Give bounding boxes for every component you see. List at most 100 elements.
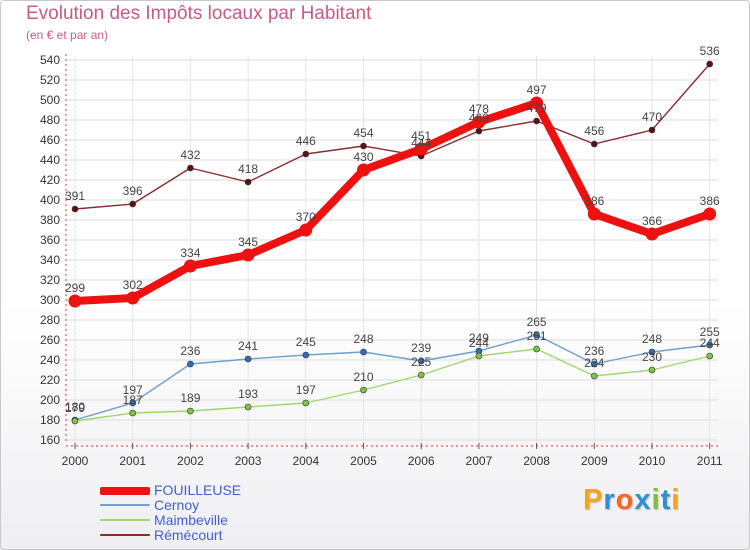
point-fouilleuse xyxy=(357,163,370,177)
y-tick-label: 540 xyxy=(40,53,60,67)
data-label-rmecourt: 454 xyxy=(353,126,373,140)
data-label-fouilleuse: 302 xyxy=(123,278,143,292)
point-rmecourt xyxy=(475,127,483,135)
legend-swatch-maimbeville xyxy=(100,519,150,521)
data-label-rmecourt: 456 xyxy=(584,124,604,138)
point-maimbeville xyxy=(590,372,598,380)
data-label-cernoy: 197 xyxy=(123,383,143,397)
series-line-rmecourt xyxy=(74,63,711,210)
data-label-rmecourt: 418 xyxy=(238,162,258,176)
proxiti-logo: Proxiti xyxy=(583,484,681,516)
y-tick-label: 380 xyxy=(40,213,60,227)
point-cernoy xyxy=(417,357,425,365)
point-rmecourt xyxy=(244,178,252,186)
legend-item-remecourt: Rémécourt xyxy=(100,527,360,543)
data-label-maimbeville: 187 xyxy=(123,393,143,407)
legend-item-maimbeville: Maimbeville xyxy=(100,512,360,528)
data-label-fouilleuse: 386 xyxy=(584,194,604,208)
data-label-maimbeville: 224 xyxy=(584,356,604,370)
y-tick-label: 360 xyxy=(40,233,60,247)
point-fouilleuse xyxy=(126,291,140,305)
point-rmecourt xyxy=(360,142,367,150)
data-label-rmecourt: 536 xyxy=(700,44,720,58)
y-tick-label: 280 xyxy=(40,313,60,327)
point-cernoy xyxy=(302,351,310,359)
data-label-cernoy: 239 xyxy=(411,341,431,355)
y-tick-label: 480 xyxy=(40,113,60,127)
x-tick-label: 2011 xyxy=(697,454,723,468)
data-label-cernoy: 241 xyxy=(238,339,258,353)
data-label-maimbeville: 244 xyxy=(700,336,720,350)
data-label-rmecourt: 396 xyxy=(123,184,143,198)
x-tick-label: 2006 xyxy=(408,454,435,468)
legend-item-cernoy: Cernoy xyxy=(100,497,360,513)
data-label-rmecourt: 444 xyxy=(411,136,431,150)
y-tick-label: 320 xyxy=(40,273,60,287)
point-maimbeville xyxy=(244,403,252,411)
legend-label-remecourt: Rémécourt xyxy=(154,527,223,543)
y-axis: 160 180 200 220 240 260 280 300 320 340 360 380 400 4… xyxy=(40,53,67,447)
point-maimbeville xyxy=(187,407,194,415)
data-label-maimbeville: 225 xyxy=(411,355,431,369)
y-tick-label: 220 xyxy=(40,373,60,387)
data-label-maimbeville: 197 xyxy=(296,383,316,397)
point-rmecourt xyxy=(533,117,540,125)
y-tick-label: 300 xyxy=(40,293,60,307)
y-tick-label: 440 xyxy=(40,153,60,167)
point-maimbeville xyxy=(648,366,656,374)
data-label-cernoy: 245 xyxy=(296,335,316,349)
legend: FOUILLEUSE Cernoy Maimbeville Rémécourt xyxy=(100,482,360,543)
point-maimbeville xyxy=(129,409,136,417)
data-label-maimbeville: 193 xyxy=(238,387,258,401)
data-label-fouilleuse: 334 xyxy=(180,246,200,260)
data-label-maimbeville: 189 xyxy=(180,391,200,405)
y-tick-label: 420 xyxy=(40,173,60,187)
point-cernoy xyxy=(360,348,367,356)
legend-item-fouilleuse: FOUILLEUSE xyxy=(100,482,360,498)
legend-swatch-fouilleuse xyxy=(100,487,150,495)
data-label-rmecourt: 446 xyxy=(296,134,316,148)
chart-title: Evolution des Impôts locaux par Habitant xyxy=(26,3,372,24)
y-tick-label: 240 xyxy=(40,353,60,367)
data-label-fouilleuse: 430 xyxy=(353,150,373,164)
point-rmecourt xyxy=(187,164,194,172)
point-fouilleuse xyxy=(472,115,486,129)
point-maimbeville xyxy=(417,371,425,379)
y-tick-label: 520 xyxy=(40,73,60,87)
x-tick-label: 2008 xyxy=(523,454,550,468)
legend-swatch-cernoy xyxy=(100,504,150,506)
data-label-cernoy: 236 xyxy=(584,344,604,358)
point-fouilleuse xyxy=(183,259,197,273)
data-label-maimbeville: 244 xyxy=(469,336,489,350)
data-label-cernoy: 265 xyxy=(527,315,547,329)
data-label-fouilleuse: 345 xyxy=(238,235,258,249)
data-label-fouilleuse: 366 xyxy=(642,214,662,228)
y-tick-label: 260 xyxy=(40,333,60,347)
data-label-rmecourt: 479 xyxy=(527,101,547,115)
y-tick-label: 160 xyxy=(40,433,60,447)
data-label-cernoy: 249 xyxy=(469,331,489,345)
point-cernoy xyxy=(244,355,252,363)
point-cernoy xyxy=(590,360,598,368)
x-tick-label: 2004 xyxy=(292,454,319,468)
point-fouilleuse xyxy=(703,207,717,221)
data-label-fouilleuse: 478 xyxy=(469,102,489,116)
point-cernoy xyxy=(129,399,136,407)
point-maimbeville xyxy=(475,352,483,360)
x-axis: 2000 2001 2002 2003 2004 2005 2006 2007 2008 2009… xyxy=(62,443,723,468)
point-rmecourt xyxy=(71,205,79,213)
legend-swatch-remecourt xyxy=(100,534,150,536)
data-label-maimbeville: 251 xyxy=(527,329,547,343)
data-label-cernoy: 236 xyxy=(180,344,200,358)
point-rmecourt xyxy=(129,200,136,208)
legend-label-maimbeville: Maimbeville xyxy=(154,512,228,528)
point-fouilleuse xyxy=(299,223,313,237)
point-fouilleuse xyxy=(68,294,82,308)
point-fouilleuse xyxy=(530,96,544,110)
y-tick-label: 500 xyxy=(40,93,60,107)
data-label-fouilleuse: 497 xyxy=(527,83,547,97)
point-cernoy xyxy=(706,341,714,349)
x-tick-label: 2007 xyxy=(466,454,493,468)
point-maimbeville xyxy=(706,352,714,360)
point-fouilleuse xyxy=(241,248,255,262)
